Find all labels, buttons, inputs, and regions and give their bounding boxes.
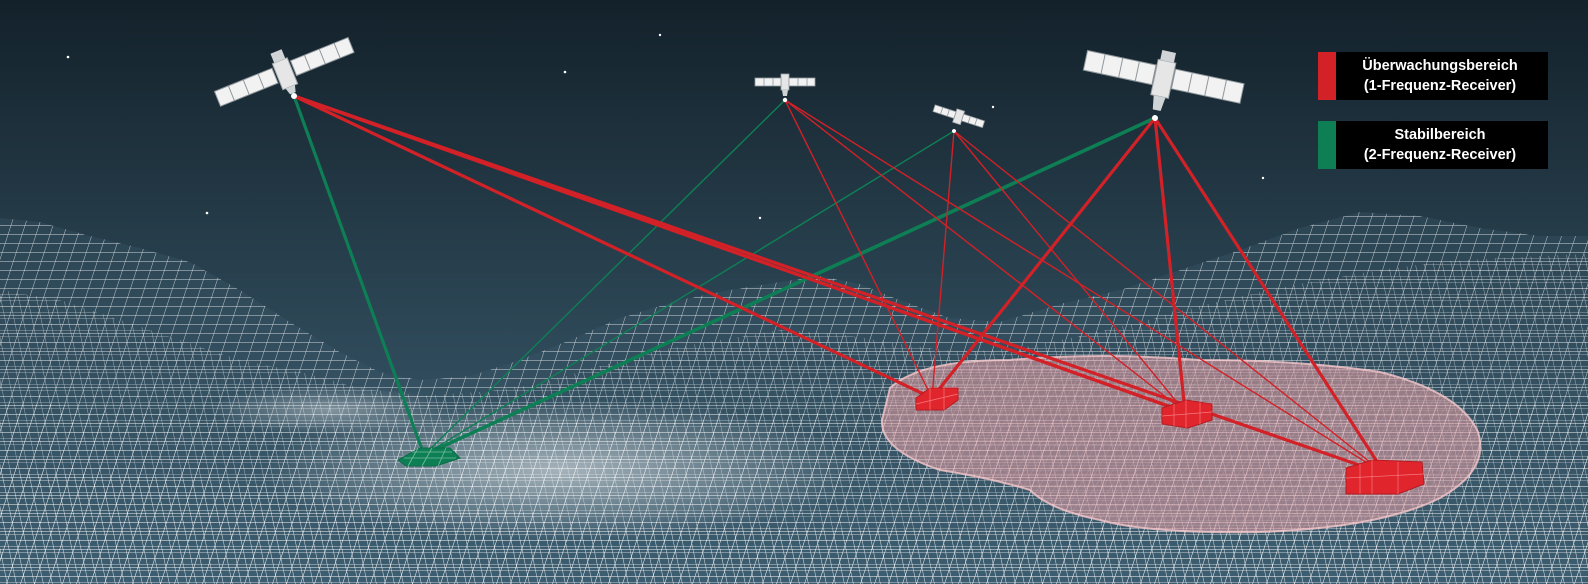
legend-label: Stabilbereich (2-Frequenz-Receiver): [1336, 125, 1548, 165]
receiver-patch-monitoring-1: [915, 387, 959, 411]
satellite-icon: [932, 104, 986, 133]
receiver-patch-monitoring-3: [1345, 459, 1425, 495]
legend-swatch-red: [1318, 52, 1336, 100]
stars: [66, 33, 1265, 220]
legend-label-line2: (1-Frequenz-Receiver): [1363, 78, 1517, 94]
legend-item-monitoring: Überwachungsbereich (1-Frequenz-Receiver…: [1318, 52, 1548, 100]
receiver-patch-monitoring-2: [1161, 399, 1213, 429]
legend-label-line2: (2-Frequenz-Receiver): [1363, 147, 1517, 163]
stable-signal-lines: [292, 94, 1157, 457]
receiver-patch-stable: [397, 447, 461, 467]
satellites: [213, 36, 1245, 133]
satellite-icon: [213, 36, 355, 107]
legend-item-stable: Stabilbereich (2-Frequenz-Receiver): [1318, 121, 1548, 169]
satellite-icon: [754, 73, 816, 103]
receiver-patches: [397, 387, 1425, 495]
legend-label-line1: Stabilbereich: [1394, 127, 1486, 143]
legend-label: Überwachungsbereich (1-Frequenz-Receiver…: [1336, 56, 1548, 96]
legend-label-line1: Überwachungsbereich: [1362, 58, 1518, 74]
satellite-icon: [1082, 49, 1245, 121]
terrain-wireframe: [0, 212, 1588, 584]
legend-swatch-green: [1318, 121, 1336, 169]
